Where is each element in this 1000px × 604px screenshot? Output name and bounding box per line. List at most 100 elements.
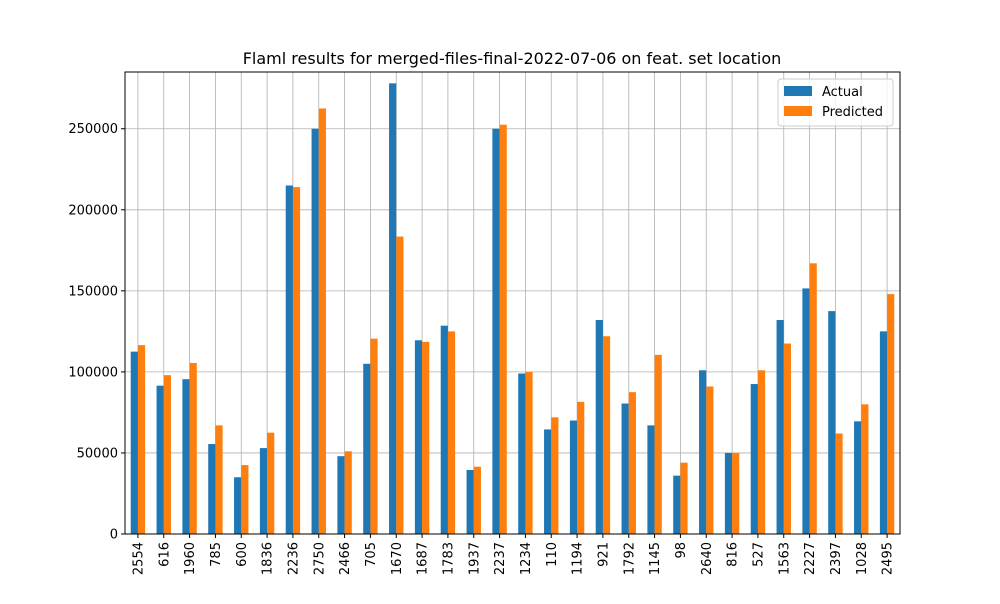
x-tick-label: 1670 [390, 542, 405, 575]
bar-predicted-785 [215, 425, 223, 534]
bar-actual-527 [750, 384, 758, 534]
bar-actual-1836 [259, 448, 268, 534]
bar-predicted-110 [551, 417, 559, 534]
bar-predicted-2237 [499, 124, 507, 535]
x-tick-label: 110 [545, 542, 560, 567]
x-tick-label: 785 [209, 542, 224, 567]
bar-actual-1028 [854, 421, 862, 534]
legend-label-predicted: Predicted [822, 105, 883, 120]
bar-predicted-616 [163, 375, 171, 534]
x-tick-label: 98 [674, 542, 689, 559]
x-tick-label: 1563 [777, 542, 792, 575]
bar-predicted-1937 [473, 466, 481, 534]
bar-actual-1783 [440, 325, 448, 534]
bar-predicted-2466 [344, 451, 352, 534]
bar-predicted-1234 [525, 371, 533, 534]
bar-predicted-2495 [887, 294, 895, 534]
bar-actual-1563 [776, 320, 784, 534]
legend-label-actual: Actual [822, 85, 863, 100]
bar-actual-921 [595, 320, 603, 534]
bar-predicted-1194 [577, 401, 585, 534]
x-tick-label: 1145 [648, 542, 663, 575]
x-tick-label: 1783 [441, 542, 456, 575]
bar-predicted-1960 [189, 362, 197, 534]
bar-predicted-705 [370, 338, 378, 534]
y-tick-label: 250000 [68, 122, 118, 137]
x-tick-label: 2750 [312, 542, 327, 575]
x-tick-label: 2227 [803, 542, 818, 575]
chart-title: Flaml results for merged-files-final-202… [243, 49, 782, 68]
bar-predicted-1836 [267, 432, 275, 534]
x-tick-label: 816 [726, 542, 741, 567]
bar-predicted-2397 [835, 433, 843, 534]
bar-predicted-2236 [292, 187, 301, 535]
bar-predicted-1792 [628, 392, 636, 534]
x-tick-label: 1687 [416, 542, 431, 575]
x-tick-label: 921 [596, 542, 611, 567]
bar-actual-1670 [389, 83, 397, 535]
x-tick-label: 1194 [571, 542, 586, 575]
bar-actual-1792 [621, 403, 629, 534]
bar-predicted-1687 [422, 341, 430, 534]
y-tick-label: 150000 [68, 284, 118, 299]
bar-predicted-921 [602, 336, 611, 534]
bar-predicted-98 [680, 462, 688, 534]
x-tick-label: 1792 [622, 542, 637, 575]
bar-actual-2554 [130, 351, 138, 534]
bar-predicted-2640 [706, 386, 714, 534]
legend-swatch-predicted [784, 106, 812, 116]
axes: 0 50000 100000 150000 200000 250000 2554 616 196… [68, 122, 895, 575]
bar-actual-2466 [337, 456, 345, 534]
bar-actual-2397 [828, 311, 836, 534]
bar-actual-616 [156, 385, 164, 534]
bar-actual-1234 [518, 373, 526, 534]
bar-actual-1687 [414, 340, 423, 534]
bar-actual-2640 [699, 370, 707, 534]
bar-actual-2237 [492, 128, 500, 534]
bar-actual-1145 [647, 425, 655, 534]
legend: Actual Predicted [777, 78, 894, 127]
bar-predicted-1670 [396, 236, 404, 534]
bars [130, 83, 895, 535]
y-tick-label: 50000 [77, 446, 118, 461]
bar-actual-110 [544, 429, 552, 534]
legend-swatch-actual [784, 86, 812, 96]
bar-actual-98 [673, 475, 681, 534]
bar-predicted-1145 [654, 354, 662, 534]
x-tick-label: 1960 [183, 542, 198, 575]
x-tick-label: 1836 [261, 542, 276, 575]
x-tick-label: 1937 [467, 542, 482, 575]
x-tick-label: 2236 [286, 542, 301, 575]
x-tick-label: 2554 [131, 542, 146, 575]
x-tick-label: 616 [157, 542, 172, 567]
x-tick-label: 2495 [881, 542, 896, 575]
y-tick-label: 0 [110, 528, 118, 543]
x-tick-label: 600 [235, 542, 250, 567]
x-tick-label: 2640 [700, 542, 715, 575]
bar-predicted-1563 [783, 343, 791, 534]
x-tick-label: 2237 [493, 542, 508, 575]
plot-frame [124, 71, 901, 535]
bar-predicted-816 [732, 452, 740, 534]
bar-predicted-1028 [861, 404, 869, 534]
x-tick-label: 1028 [855, 542, 870, 575]
x-tick-label: 705 [364, 542, 379, 567]
x-tick-label: 2466 [338, 542, 353, 575]
x-tick-label: 527 [751, 542, 766, 567]
bar-predicted-600 [241, 465, 249, 534]
bar-actual-1194 [569, 420, 578, 534]
bar-predicted-2554 [137, 345, 146, 534]
y-tick-label: 200000 [68, 203, 118, 218]
bar-actual-705 [363, 363, 371, 534]
x-tick-label: 1234 [519, 542, 534, 575]
bar-predicted-2227 [809, 263, 817, 534]
bar-actual-2227 [802, 288, 810, 534]
bar-actual-816 [724, 452, 733, 534]
bar-actual-1960 [182, 379, 190, 534]
x-tick-label: 2397 [829, 542, 844, 575]
bar-actual-2750 [311, 128, 319, 534]
bar-actual-785 [208, 444, 216, 534]
bar-actual-2495 [879, 331, 888, 534]
